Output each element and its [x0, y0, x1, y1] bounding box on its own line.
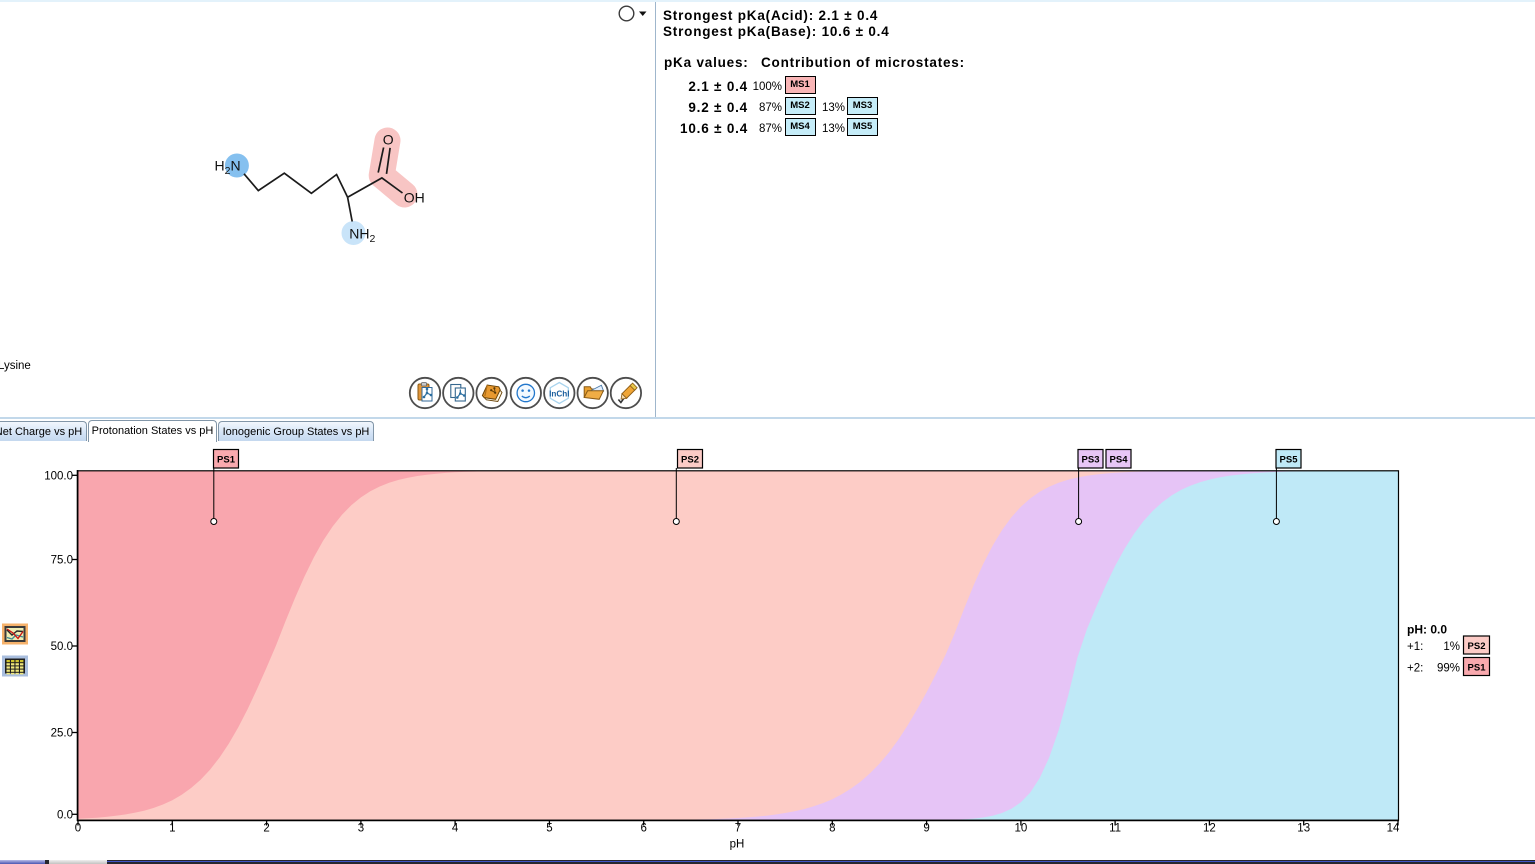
- svg-text:PS1: PS1: [217, 455, 236, 466]
- svg-text:PS4: PS4: [1110, 455, 1129, 466]
- svg-text:9: 9: [923, 823, 929, 835]
- svg-text:12: 12: [1203, 823, 1216, 835]
- svg-text:25.0: 25.0: [51, 728, 73, 740]
- svg-text:11: 11: [1109, 823, 1121, 835]
- svg-text:O: O: [383, 132, 394, 148]
- svg-text:PS5: PS5: [1280, 455, 1299, 466]
- svg-text:InChI: InChI: [549, 390, 569, 399]
- svg-text:7: 7: [735, 823, 741, 835]
- svg-text:6: 6: [640, 823, 646, 835]
- svg-text:pH: 0.0: pH: 0.0: [1407, 623, 1447, 637]
- svg-text:10: 10: [1015, 823, 1028, 835]
- svg-text:NH2: NH2: [349, 225, 375, 245]
- svg-text:13: 13: [1297, 823, 1310, 835]
- svg-text:PS2: PS2: [1468, 641, 1486, 652]
- svg-text:8: 8: [829, 823, 835, 835]
- svg-text:+2:: +2:: [1407, 663, 1423, 675]
- svg-text:100.0: 100.0: [44, 470, 73, 482]
- svg-text:3: 3: [358, 823, 364, 835]
- svg-text:PS2: PS2: [681, 455, 699, 466]
- svg-text:4: 4: [452, 823, 459, 835]
- svg-text:99%: 99%: [1437, 663, 1460, 675]
- svg-text:5: 5: [546, 823, 552, 835]
- svg-text:PS1: PS1: [1468, 663, 1487, 674]
- svg-text:50.0: 50.0: [51, 641, 73, 653]
- svg-text:+1:: +1:: [1407, 641, 1423, 653]
- svg-text:PS3: PS3: [1082, 455, 1100, 466]
- svg-text:OH: OH: [404, 190, 425, 206]
- svg-text:1%: 1%: [1443, 641, 1460, 653]
- svg-text:75.0: 75.0: [51, 555, 73, 567]
- svg-text:2: 2: [263, 823, 269, 835]
- svg-text:pH: pH: [730, 839, 745, 851]
- svg-text:1: 1: [169, 823, 175, 835]
- svg-text:H2N: H2N: [215, 157, 241, 177]
- svg-text:0.0: 0.0: [57, 809, 73, 821]
- svg-text:0: 0: [75, 823, 81, 835]
- svg-text:14: 14: [1387, 823, 1400, 835]
